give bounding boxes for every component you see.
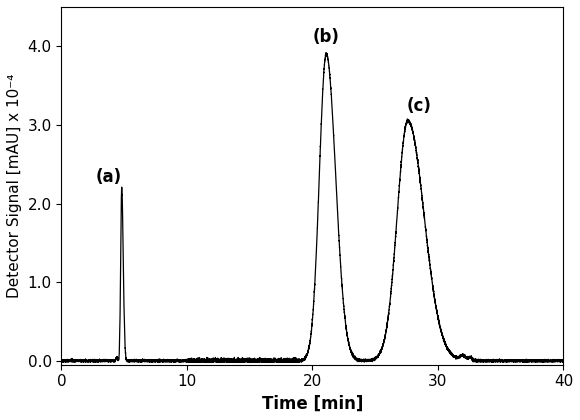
Text: (b): (b) (313, 28, 340, 46)
Y-axis label: Detector Signal [mAU] x 10⁻⁴: Detector Signal [mAU] x 10⁻⁴ (7, 74, 22, 298)
Text: (c): (c) (407, 97, 432, 115)
X-axis label: Time [min]: Time [min] (262, 395, 363, 413)
Text: (a): (a) (96, 168, 122, 186)
